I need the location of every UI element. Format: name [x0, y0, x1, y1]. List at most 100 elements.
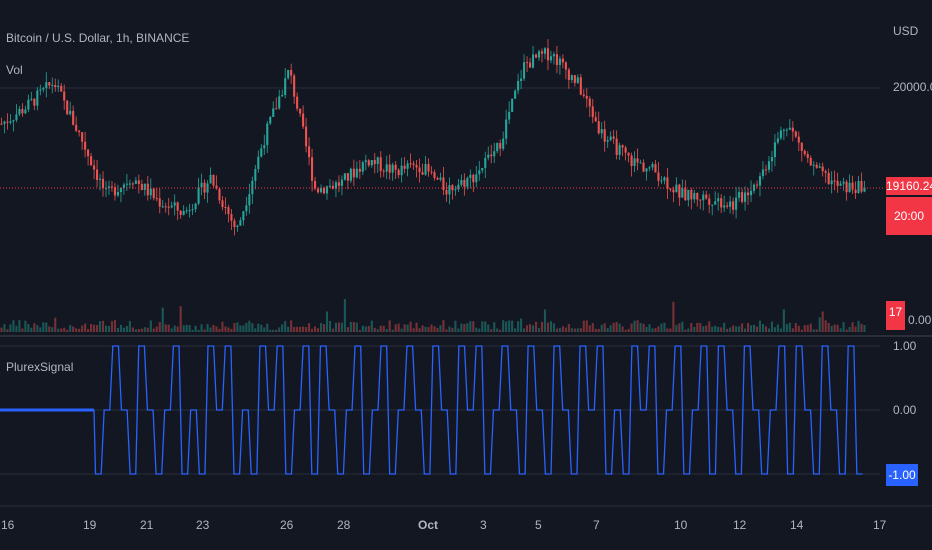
- volume-bar: [409, 321, 412, 332]
- volume-bar: [119, 324, 122, 332]
- volume-bar: [66, 329, 69, 332]
- volume-legend-label[interactable]: Vol: [6, 63, 23, 77]
- candle-body: [397, 169, 400, 176]
- symbol-title[interactable]: Bitcoin / U.S. Dollar, 1h, BINANCE: [6, 31, 190, 45]
- candle-body: [24, 109, 27, 114]
- candle-body: [517, 81, 520, 91]
- candle-body: [299, 108, 302, 114]
- candle-body: [752, 184, 756, 191]
- volume-bar: [534, 321, 538, 332]
- candle-body: [845, 181, 848, 193]
- volume-bar: [364, 326, 367, 332]
- signal-line: [93, 345, 863, 475]
- candle-body: [227, 207, 230, 215]
- volume-bar: [454, 320, 457, 332]
- candle-body: [379, 157, 382, 171]
- candle-body: [791, 127, 794, 132]
- volume-bar: [723, 322, 726, 332]
- candle-body: [93, 165, 96, 170]
- candle-body: [128, 183, 131, 185]
- candle-body: [409, 163, 412, 165]
- volume-bar: [782, 309, 785, 332]
- volume-bar: [633, 320, 636, 332]
- candle-body: [526, 62, 529, 64]
- candle-body: [394, 164, 397, 170]
- volume-bar: [812, 329, 815, 332]
- volume-bar: [272, 329, 275, 332]
- volume-bar: [194, 325, 197, 332]
- candle-body: [738, 192, 741, 198]
- volume-bar: [502, 320, 505, 332]
- volume-bar: [776, 324, 779, 332]
- candle-body: [81, 132, 84, 142]
- volume-bar: [48, 326, 51, 332]
- candle-body: [337, 182, 340, 186]
- volume-bar: [830, 325, 833, 332]
- volume-bar: [224, 326, 227, 332]
- volume-bar: [203, 329, 206, 332]
- candle-body: [322, 188, 326, 194]
- volume-bar: [391, 329, 394, 332]
- candle-body: [854, 189, 857, 193]
- volume-bar: [403, 324, 406, 332]
- candle-body: [110, 186, 114, 188]
- candle-body: [12, 120, 15, 122]
- candle-body: [412, 163, 415, 166]
- volume-bar: [696, 322, 699, 332]
- candle-body: [848, 182, 851, 193]
- candle-body: [179, 210, 182, 215]
- volume-bar: [806, 324, 809, 332]
- time-label: 19: [83, 518, 97, 532]
- volume-bar: [815, 329, 818, 332]
- volume-bar: [355, 322, 358, 332]
- candle-body: [451, 185, 454, 191]
- candle-body: [723, 205, 726, 208]
- candle-body: [555, 54, 558, 65]
- candle-body: [815, 164, 818, 168]
- indicator-legend-label[interactable]: PlurexSignal: [6, 360, 74, 374]
- candle-body: [818, 166, 821, 168]
- volume-bar: [278, 327, 281, 332]
- candle-body: [588, 98, 591, 107]
- volume-bar: [51, 327, 54, 332]
- volume-bar: [472, 321, 475, 332]
- candle-body: [346, 173, 349, 181]
- candle-body: [248, 194, 251, 206]
- volume-bar: [499, 329, 502, 332]
- candle-body: [131, 183, 134, 185]
- volume-bar: [140, 328, 143, 332]
- candle-body: [170, 205, 173, 208]
- volume-bar: [15, 325, 18, 332]
- candle-body: [490, 154, 493, 157]
- volume-bar: [296, 326, 299, 332]
- candle-body: [770, 157, 773, 162]
- volume-bar: [81, 325, 84, 332]
- volume-bar: [642, 323, 645, 332]
- volume-bar: [134, 329, 137, 332]
- candle-body: [797, 136, 800, 143]
- volume-bar: [738, 326, 741, 332]
- volume-bar: [173, 325, 176, 332]
- candle-body: [382, 170, 385, 172]
- candle-body: [561, 58, 564, 63]
- candle-body: [767, 161, 770, 170]
- candle-body: [308, 146, 311, 158]
- volume-bar: [122, 327, 125, 332]
- time-label: 26: [280, 518, 294, 532]
- volume-bar: [744, 328, 747, 332]
- candle-body: [90, 156, 93, 166]
- candle-body: [687, 189, 690, 201]
- candle-body: [570, 75, 573, 80]
- volume-bar: [430, 324, 433, 332]
- candle-body: [125, 183, 128, 185]
- volume-bar: [299, 326, 302, 332]
- candle-body: [218, 188, 221, 201]
- volume-bar: [72, 326, 75, 332]
- volume-bar: [218, 328, 221, 332]
- volume-bar: [836, 324, 839, 332]
- candle-body: [188, 210, 191, 212]
- candle-body: [221, 200, 224, 208]
- candle-body: [433, 172, 436, 179]
- candle-body: [176, 202, 179, 211]
